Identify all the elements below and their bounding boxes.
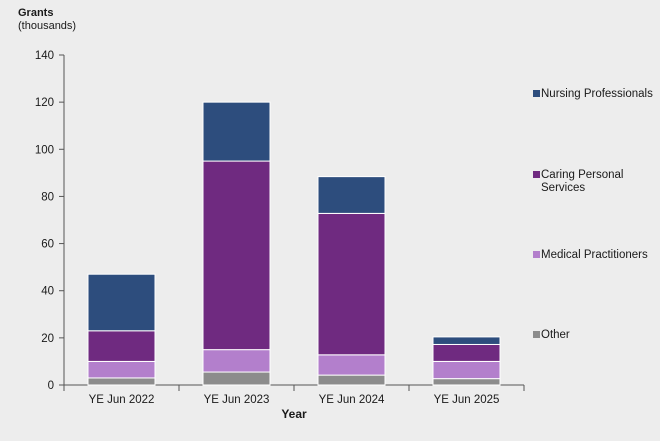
legend-swatch [533,251,540,258]
x-tick-label: YE Jun 2022 [89,394,155,406]
legend-swatch [533,90,540,97]
x-tick-label: YE Jun 2025 [434,394,500,406]
x-tick-label: YE Jun 2024 [319,394,385,406]
y-tick-label: 100 [35,144,54,156]
bar-segment [202,349,271,373]
bar-segment [317,176,386,214]
bar-segment [317,374,386,386]
bar-segment [202,101,271,162]
legend-label: Caring Personal Services [541,169,623,194]
y-axis-subtitle: (thousands) [18,20,76,32]
x-tick-label: YE Jun 2023 [204,394,270,406]
bar-segment [87,273,156,332]
y-tick-label: 140 [35,50,54,62]
bar-segment [87,377,156,386]
bar-segment [432,378,501,386]
bar-segment [317,354,386,376]
legend-label: Medical Practitioners [541,249,648,261]
legend: Nursing Professionals Caring Personal Serv… [533,88,653,341]
y-axis-title: Grants [18,7,53,19]
bars [87,101,501,386]
bar-segment [432,336,501,345]
legend-swatch [533,171,540,178]
axes: 0 20 40 60 80 100 120 140 YE Jun 2022 YE Jun 2023… [35,50,525,406]
y-tick-label: 60 [41,239,54,251]
bar-segment [202,371,271,386]
y-tick-label: 20 [41,333,54,345]
y-tick-label: 80 [41,191,54,203]
bar-segment [317,212,386,356]
y-tick-label: 120 [35,97,54,109]
bar-segment [87,360,156,379]
legend-label: Other [541,329,570,341]
x-axis-title: Year [281,407,307,421]
bar-segment [87,330,156,362]
bar-segment [202,160,271,351]
bar-segment [432,343,501,362]
bar-segment [432,360,501,380]
y-tick-label: 0 [48,380,54,392]
legend-swatch [533,331,540,338]
y-tick-label: 40 [41,286,54,298]
legend-label: Nursing Professionals [541,88,653,100]
